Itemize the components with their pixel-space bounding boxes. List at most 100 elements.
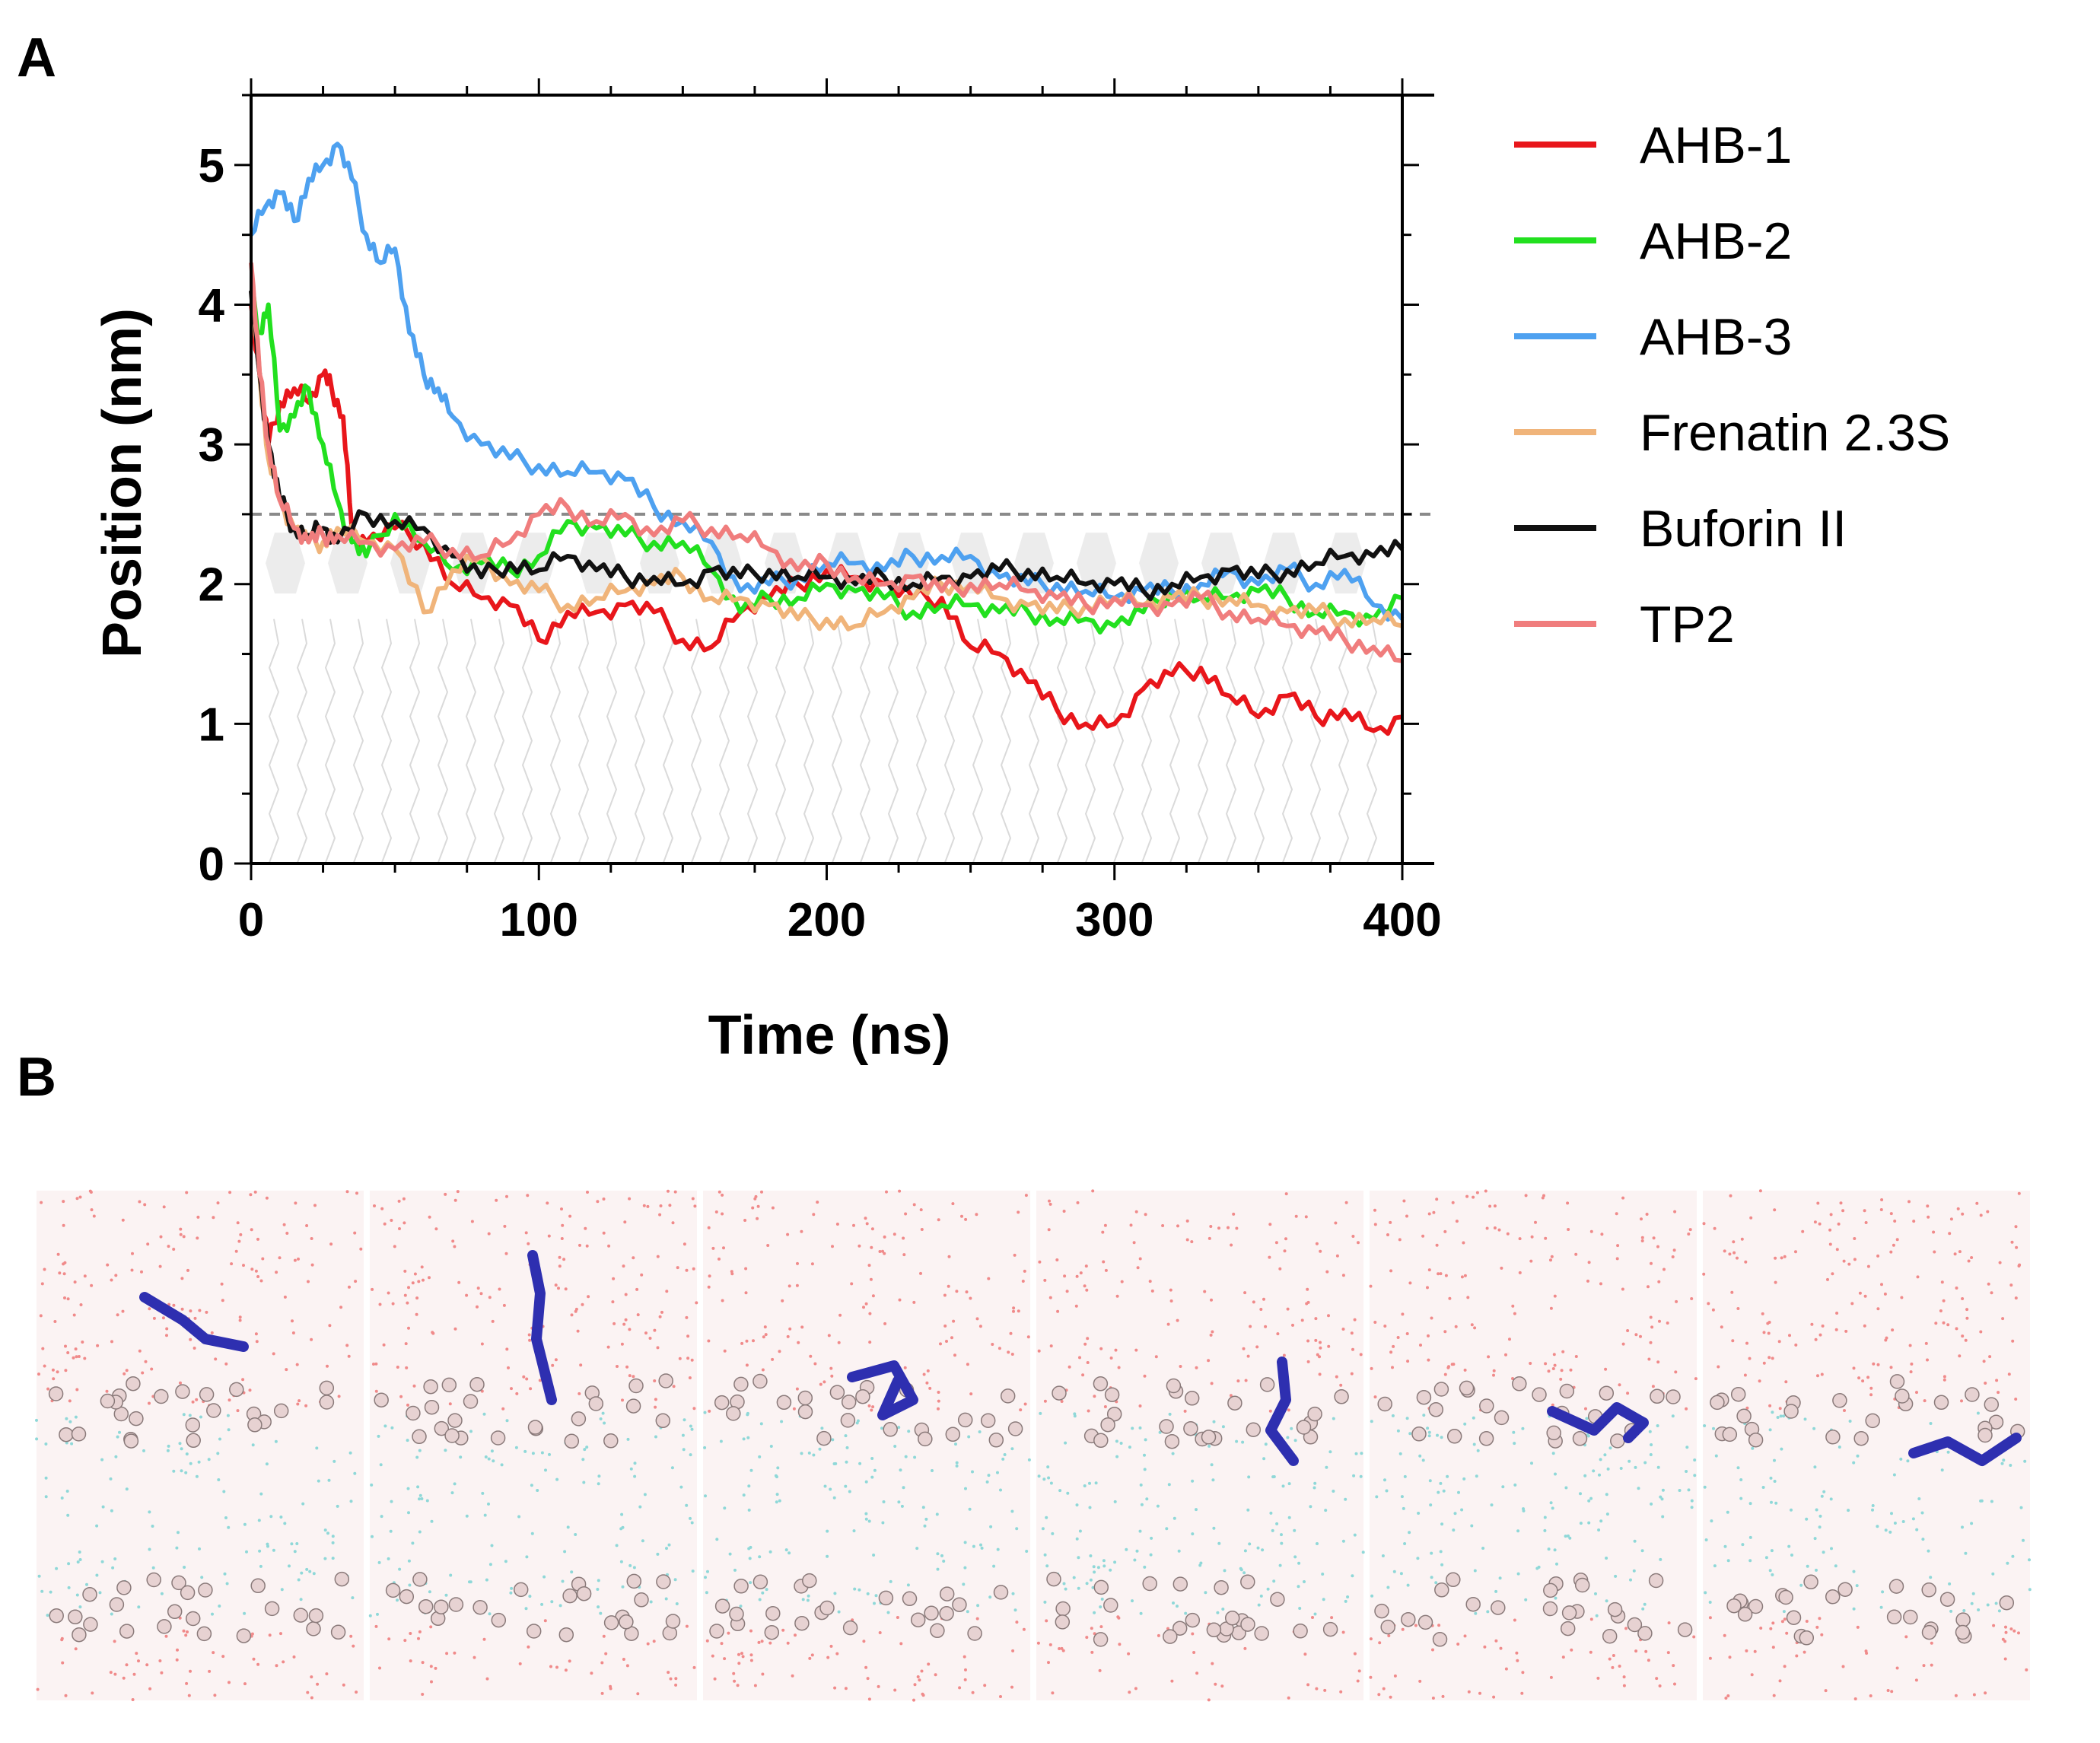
- phosphate-bead: [855, 1388, 870, 1404]
- water-particle: [510, 1586, 514, 1590]
- water-particle: [428, 1215, 431, 1219]
- water-particle: [1958, 1250, 1962, 1254]
- water-particle: [1217, 1226, 1220, 1230]
- water-particle: [1745, 1341, 1748, 1345]
- water-particle: [540, 1602, 544, 1606]
- phosphate-bead: [1214, 1579, 1229, 1595]
- water-particle: [1769, 1627, 1773, 1630]
- phosphate-bead: [883, 1422, 898, 1437]
- water-particle: [870, 1245, 873, 1249]
- water-particle: [337, 1395, 341, 1398]
- water-particle: [1783, 1617, 1787, 1621]
- water-particle: [1745, 1649, 1748, 1652]
- water-particle: [1140, 1503, 1144, 1506]
- water-particle: [268, 1633, 272, 1637]
- water-particle: [83, 1357, 87, 1360]
- water-particle: [1416, 1557, 1420, 1560]
- water-particle: [1203, 1290, 1207, 1293]
- water-particle: [1504, 1353, 1507, 1357]
- water-particle: [748, 1557, 752, 1560]
- water-particle: [1814, 1337, 1818, 1341]
- water-particle: [1212, 1420, 1216, 1423]
- water-particle: [310, 1675, 313, 1679]
- water-particle: [316, 1682, 320, 1686]
- water-particle: [1463, 1368, 1467, 1372]
- phosphate-bead: [186, 1433, 201, 1449]
- water-particle: [35, 1437, 39, 1441]
- water-particle: [1768, 1404, 1772, 1407]
- phosphate-bead: [752, 1373, 768, 1389]
- water-particle: [1856, 1625, 1860, 1629]
- water-particle: [76, 1560, 80, 1564]
- water-particle: [66, 1351, 70, 1354]
- water-particle: [668, 1204, 672, 1207]
- water-particle: [620, 1512, 624, 1516]
- water-particle: [987, 1277, 991, 1280]
- water-particle: [113, 1557, 117, 1560]
- water-particle: [222, 1490, 226, 1493]
- water-particle: [299, 1598, 303, 1601]
- water-particle: [179, 1227, 183, 1231]
- water-particle: [210, 1331, 214, 1334]
- water-particle: [306, 1691, 310, 1694]
- water-particle: [529, 1387, 533, 1391]
- water-particle: [599, 1417, 603, 1420]
- water-particle: [1626, 1329, 1630, 1332]
- water-particle: [141, 1371, 145, 1375]
- water-particle: [866, 1592, 870, 1595]
- phosphate-bead: [1052, 1385, 1067, 1401]
- phosphate-bead: [1093, 1632, 1109, 1647]
- water-particle: [292, 1655, 296, 1659]
- water-particle: [1818, 1514, 1822, 1518]
- water-particle: [274, 1439, 278, 1443]
- water-particle: [1771, 1573, 1774, 1576]
- lipid-tail: [296, 619, 308, 863]
- water-particle: [826, 1554, 829, 1558]
- water-particle: [1249, 1325, 1252, 1328]
- water-particle: [1099, 1605, 1102, 1609]
- water-particle: [1024, 1194, 1028, 1198]
- water-particle: [1010, 1509, 1014, 1513]
- water-particle: [1274, 1241, 1278, 1245]
- water-particle: [1463, 1634, 1467, 1638]
- water-particle: [1297, 1585, 1300, 1589]
- phosphate-bead: [1374, 1603, 1389, 1619]
- water-particle: [1481, 1547, 1485, 1550]
- water-particle: [530, 1531, 534, 1535]
- water-particle: [685, 1503, 689, 1507]
- water-particle: [1923, 1399, 1927, 1403]
- water-particle: [1499, 1646, 1503, 1650]
- water-particle: [1472, 1195, 1475, 1199]
- water-particle: [1241, 1440, 1245, 1444]
- water-particle: [162, 1205, 166, 1209]
- water-particle: [1767, 1331, 1771, 1335]
- water-particle: [1702, 1222, 1706, 1226]
- water-particle: [224, 1516, 228, 1519]
- phosphate-bead: [665, 1614, 681, 1629]
- water-particle: [74, 1647, 78, 1651]
- water-particle: [1924, 1341, 1928, 1345]
- water-particle: [1259, 1594, 1263, 1598]
- water-particle: [1392, 1570, 1396, 1573]
- water-particle: [323, 1528, 327, 1532]
- water-particle: [1553, 1548, 1557, 1552]
- phosphate-bead: [1710, 1395, 1725, 1411]
- water-particle: [886, 1611, 890, 1614]
- water-particle: [742, 1437, 746, 1441]
- water-particle: [1058, 1647, 1061, 1650]
- water-particle: [2017, 1191, 2021, 1195]
- water-particle: [300, 1571, 304, 1575]
- water-particle: [409, 1632, 412, 1635]
- water-particle: [1876, 1363, 1880, 1366]
- water-particle: [1102, 1260, 1106, 1264]
- water-particle: [1843, 1409, 1846, 1412]
- water-particle: [548, 1452, 551, 1456]
- water-particle: [252, 1657, 256, 1661]
- water-particle: [1427, 1334, 1430, 1337]
- water-particle: [405, 1366, 409, 1369]
- water-particle: [781, 1628, 785, 1632]
- water-particle: [1094, 1481, 1098, 1485]
- water-particle: [159, 1235, 163, 1239]
- water-particle: [1207, 1698, 1211, 1702]
- water-particle: [404, 1342, 408, 1346]
